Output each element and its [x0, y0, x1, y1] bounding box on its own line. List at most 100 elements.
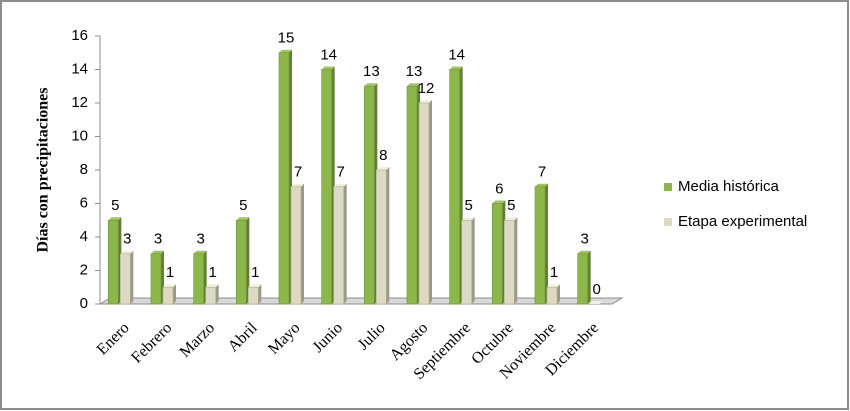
- bar: [193, 253, 204, 305]
- y-tick-label: 8: [80, 161, 88, 178]
- bar-top: [279, 49, 292, 53]
- bar-side: [343, 183, 347, 304]
- y-tick-label: 12: [71, 94, 88, 111]
- bar-top: [376, 167, 390, 170]
- y-axis-label: Días con precipitaciones: [35, 87, 52, 252]
- bar-top: [205, 284, 219, 288]
- bar-side: [545, 183, 548, 304]
- bar: [546, 286, 558, 305]
- bar: [205, 286, 216, 305]
- bar-side: [173, 284, 176, 304]
- bar-top: [589, 301, 603, 304]
- bar: [492, 203, 503, 305]
- legend-label: Etapa experimental: [678, 213, 807, 230]
- bar: [162, 286, 174, 305]
- data-label: 13: [363, 63, 380, 80]
- y-tick-label: 14: [71, 60, 88, 77]
- bar: [248, 286, 259, 305]
- data-label: 5: [111, 197, 119, 214]
- data-label: 1: [208, 264, 216, 281]
- data-label: 6: [495, 180, 503, 197]
- bar: [577, 253, 588, 305]
- bar-top: [535, 183, 548, 187]
- data-label: 3: [196, 231, 204, 248]
- bar-top: [364, 83, 378, 87]
- bar: [406, 85, 418, 305]
- y-tick-label: 16: [71, 27, 88, 44]
- data-label: 5: [507, 197, 515, 214]
- data-label: 5: [239, 197, 247, 214]
- data-label: 14: [448, 46, 465, 63]
- bar: [534, 186, 546, 305]
- bar-top: [407, 83, 420, 87]
- data-label: 7: [294, 164, 302, 181]
- data-label: 7: [538, 164, 546, 181]
- bar-top: [547, 284, 560, 288]
- bar-top: [504, 217, 518, 221]
- bar: [120, 253, 131, 305]
- bar-top: [419, 100, 432, 103]
- y-tick-label: 6: [80, 194, 88, 211]
- bar: [449, 69, 460, 305]
- bar-top: [151, 250, 164, 254]
- bar: [376, 169, 387, 305]
- bar: [321, 69, 332, 305]
- bar: [278, 52, 290, 305]
- data-label: 12: [418, 80, 435, 97]
- bar: [290, 186, 302, 305]
- bar: [333, 186, 344, 305]
- bar: [150, 253, 162, 305]
- bar-top: [163, 284, 176, 288]
- legend-swatch: [664, 218, 672, 226]
- legend-swatch: [664, 183, 672, 191]
- bar-top: [577, 250, 591, 254]
- data-label: 3: [580, 231, 588, 248]
- bar-side: [258, 284, 262, 304]
- data-label: 3: [123, 231, 131, 248]
- bar: [236, 219, 247, 305]
- data-label: 13: [406, 63, 423, 80]
- data-label: 15: [278, 30, 295, 47]
- bar-side: [246, 217, 250, 304]
- bar-top: [449, 66, 463, 70]
- bar-top: [120, 250, 134, 254]
- bar-side: [130, 250, 134, 304]
- floor: [98, 297, 624, 305]
- y-tick-label: 0: [80, 295, 88, 312]
- bar-side: [215, 284, 219, 304]
- data-label: 1: [251, 264, 259, 281]
- data-label: 0: [592, 281, 600, 298]
- bar-side: [587, 250, 591, 304]
- bar-top: [321, 66, 335, 70]
- bar: [504, 219, 515, 305]
- y-tick-label: 2: [80, 261, 88, 278]
- bar-top: [461, 217, 475, 221]
- data-label: 3: [154, 231, 162, 248]
- bar: [461, 219, 472, 305]
- bar-side: [301, 183, 304, 304]
- bar-side: [429, 100, 432, 304]
- data-label: 14: [320, 46, 337, 63]
- data-label: 1: [166, 264, 174, 281]
- data-label: 7: [336, 164, 344, 181]
- y-tick-label: 4: [80, 228, 88, 245]
- data-label: 8: [379, 147, 387, 164]
- bar-top: [248, 284, 262, 288]
- bar-side: [386, 167, 390, 304]
- bar: [364, 85, 375, 305]
- bar-side: [471, 217, 475, 304]
- bar-side: [557, 284, 560, 304]
- bar-top: [108, 217, 122, 221]
- y-tick-label: 10: [71, 127, 88, 144]
- data-label: 5: [464, 197, 472, 214]
- bar-side: [514, 217, 518, 304]
- bar-top: [291, 183, 304, 187]
- bar: [108, 219, 119, 305]
- bar: [418, 102, 430, 305]
- bar-top: [236, 217, 250, 221]
- legend-label: Media histórica: [678, 178, 780, 195]
- data-label: 1: [550, 264, 558, 281]
- bar-top: [333, 183, 347, 187]
